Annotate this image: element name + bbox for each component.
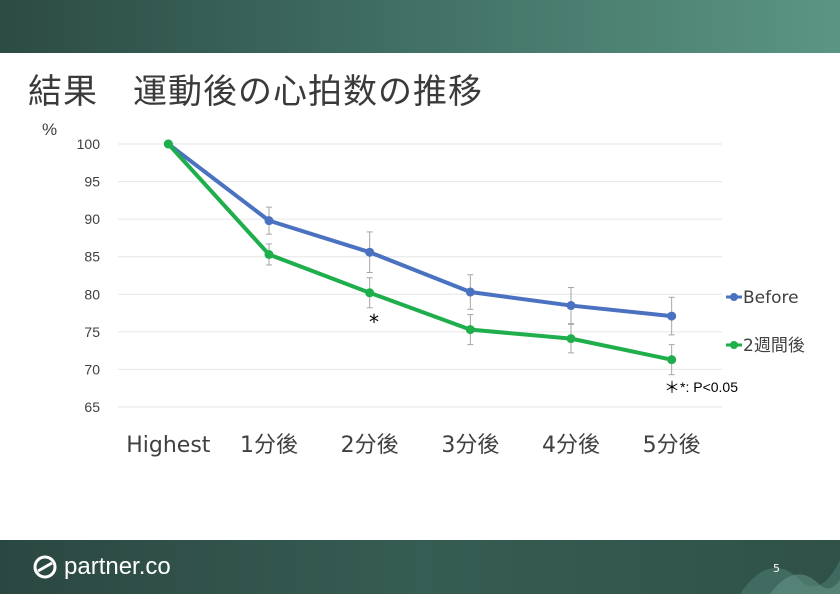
legend-label: 2週間後 — [743, 336, 805, 356]
data-point — [566, 301, 576, 311]
y-axis-label: % — [42, 120, 57, 139]
y-tick-label: 100 — [77, 136, 101, 152]
data-point — [264, 249, 274, 259]
data-point — [465, 287, 475, 297]
x-tick-label: 3分後 — [441, 433, 499, 458]
x-tick-label: Highest — [126, 433, 211, 458]
data-point — [163, 139, 173, 149]
data-point — [465, 325, 475, 335]
significance-note: *: P<0.05 — [680, 379, 738, 395]
logo-text: partner.co — [64, 553, 171, 580]
data-point — [365, 288, 375, 298]
legend-swatch-marker — [730, 341, 738, 349]
significance-marker: ＊ — [664, 378, 680, 397]
data-point — [667, 355, 677, 365]
data-point — [264, 216, 274, 226]
x-tick-label: 5分後 — [643, 433, 701, 458]
line-chart: 65 70 75 80 85 90 95 100% Highest 1分後 2分後 3分後 4分後 5分後… — [42, 120, 805, 458]
significance-marker: * — [369, 310, 379, 334]
legend-swatch-marker — [730, 293, 738, 301]
legend-layer: Before 2週間後 — [726, 288, 805, 356]
slide-title: 結果 運動後の心拍数の推移 — [28, 72, 483, 112]
y-tick-label: 95 — [84, 174, 100, 190]
legend-label: Before — [743, 288, 799, 308]
data-point — [667, 311, 677, 321]
logo: partner.co — [32, 553, 171, 581]
y-tick-label: 70 — [84, 361, 100, 377]
decorative-wave-icon — [740, 560, 840, 594]
y-tick-label: 90 — [84, 211, 100, 227]
partner-logo-icon — [33, 555, 57, 579]
series-after — [163, 139, 677, 376]
page-number: 5 — [773, 562, 780, 575]
top-banner — [0, 0, 840, 53]
series-layer — [163, 139, 677, 376]
y-tick-label: 85 — [84, 249, 100, 265]
footer-bar: partner.co 5 — [0, 540, 840, 594]
series-before — [163, 139, 677, 336]
x-tick-label: 2分後 — [341, 433, 399, 458]
series-line — [166, 142, 673, 362]
y-tick-label: 75 — [84, 324, 100, 340]
x-tick-label: 4分後 — [542, 433, 600, 458]
tick-layer: 65 70 75 80 85 90 95 100% Highest 1分後 2分後 3分後 4分後 5分後 — [42, 120, 701, 458]
data-point — [566, 334, 576, 344]
y-tick-label: 80 — [84, 286, 100, 302]
x-tick-label: 1分後 — [240, 433, 298, 458]
grid-layer — [118, 143, 722, 408]
series-line — [167, 142, 672, 319]
annotation-layer: * ＊ *: P<0.05 — [369, 310, 738, 397]
data-point — [365, 247, 375, 257]
y-tick-label: 65 — [84, 399, 100, 415]
